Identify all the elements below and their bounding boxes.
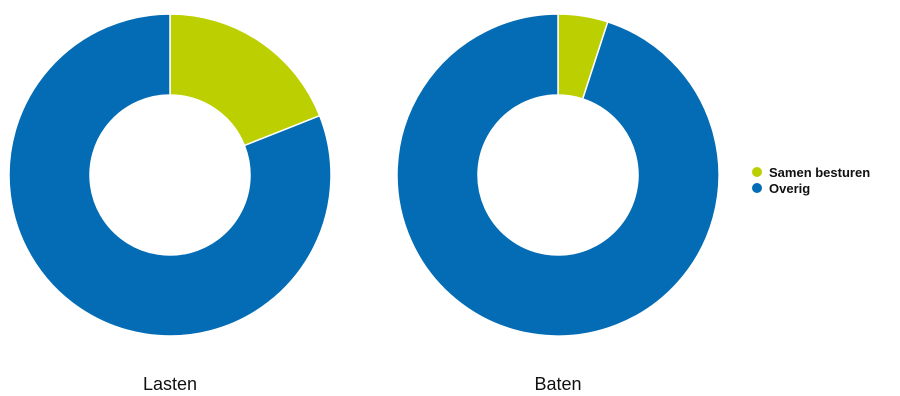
donut-slice-lasten-overig	[8, 13, 332, 337]
donut-slice-lasten-samen-besturen	[169, 13, 321, 147]
donut-chart-baten	[396, 13, 720, 337]
chart-title-lasten: Lasten	[143, 374, 197, 394]
legend-swatch-samen-besturen	[752, 167, 762, 177]
donut-chart-lasten	[8, 13, 332, 337]
chart-title-baten: Baten	[534, 374, 581, 394]
donut-slice-baten-overig	[396, 13, 720, 337]
legend-label-overig: Overig	[769, 181, 810, 196]
legend-swatch-overig	[752, 183, 762, 193]
legend: Samen besturen Overig	[752, 165, 870, 196]
legend-label-samen-besturen: Samen besturen	[769, 165, 870, 180]
